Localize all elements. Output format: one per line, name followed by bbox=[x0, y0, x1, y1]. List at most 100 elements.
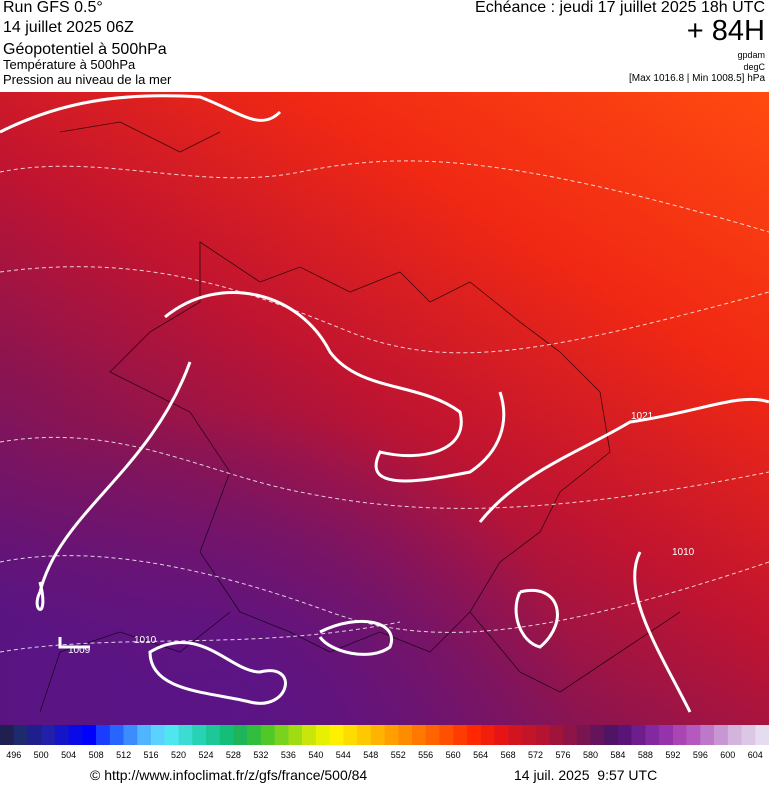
isobar-label: 1010 bbox=[134, 635, 157, 646]
color-swatch bbox=[398, 725, 413, 745]
source-url: © http://www.infoclimat.fr/z/gfs/france/… bbox=[90, 767, 368, 783]
subtitle: Pression au niveau de la mer bbox=[3, 72, 172, 87]
color-swatch bbox=[453, 725, 468, 745]
color-swatch bbox=[274, 725, 289, 745]
color-swatch bbox=[54, 725, 69, 745]
color-swatch bbox=[686, 725, 701, 745]
title: Géopotentiel à 500hPa bbox=[3, 41, 167, 58]
color-swatch bbox=[0, 725, 15, 745]
color-swatch bbox=[590, 725, 605, 745]
unit: degC bbox=[743, 62, 765, 72]
color-swatch bbox=[576, 725, 591, 745]
colorbar-label: 584 bbox=[610, 750, 625, 760]
color-swatch bbox=[617, 725, 632, 745]
colorbar-label: 580 bbox=[583, 750, 598, 760]
isotherms bbox=[0, 160, 769, 653]
colorbar-label: 568 bbox=[501, 750, 516, 760]
color-swatch bbox=[508, 725, 523, 745]
color-swatch bbox=[68, 725, 83, 745]
colorbar-label: 552 bbox=[391, 750, 406, 760]
isobar-labels: 1021 1010 1010 1009 bbox=[68, 411, 695, 656]
color-swatch bbox=[137, 725, 152, 745]
color-swatch bbox=[604, 725, 619, 745]
color-swatch bbox=[233, 725, 248, 745]
colorbar-label: 536 bbox=[281, 750, 296, 760]
isobars bbox=[0, 94, 769, 713]
color-swatch bbox=[425, 725, 440, 745]
run: Run GFS 0.5° bbox=[3, 0, 103, 16]
color-swatch bbox=[247, 725, 262, 745]
field bbox=[0, 92, 769, 725]
isobar-label: 1009 bbox=[68, 645, 91, 656]
colorbar-label: 512 bbox=[116, 750, 131, 760]
colorbar-label: 540 bbox=[308, 750, 323, 760]
color-swatch bbox=[151, 725, 166, 745]
isobar-label: 1021 bbox=[631, 411, 654, 422]
color-swatch bbox=[315, 725, 330, 745]
color-swatch bbox=[659, 725, 674, 745]
colorbar-label: 576 bbox=[556, 750, 571, 760]
color-swatch bbox=[343, 725, 358, 745]
color-swatch bbox=[755, 725, 769, 745]
colorbar-label: 560 bbox=[446, 750, 461, 760]
color-swatch bbox=[741, 725, 756, 745]
colorbar-label: 572 bbox=[528, 750, 543, 760]
color-swatch bbox=[178, 725, 193, 745]
color-swatch bbox=[645, 725, 660, 745]
colorbar-label: 528 bbox=[226, 750, 241, 760]
color-swatch bbox=[192, 725, 207, 745]
color-swatch bbox=[549, 725, 564, 745]
colorbar-label: 500 bbox=[34, 750, 49, 760]
timestamp: 14 juil. 2025 9:57 UTC bbox=[514, 767, 658, 783]
colorbar-label: 564 bbox=[473, 750, 488, 760]
color-swatch bbox=[164, 725, 179, 745]
colorbar-label: 516 bbox=[144, 750, 159, 760]
color-swatch bbox=[480, 725, 495, 745]
colorbar-label: 524 bbox=[198, 750, 213, 760]
colorbar-label: 532 bbox=[253, 750, 268, 760]
color-swatch bbox=[384, 725, 399, 745]
isobar-label: 1010 bbox=[672, 547, 695, 558]
color-swatch bbox=[329, 725, 344, 745]
echeance: Echéance : jeudi 17 juillet 2025 18h UTC bbox=[475, 0, 765, 16]
map: 1021 1010 1010 1009 bbox=[0, 92, 769, 725]
color-swatch bbox=[494, 725, 509, 745]
colorbar-label: 596 bbox=[693, 750, 708, 760]
colorbar-label: 588 bbox=[638, 750, 653, 760]
colorbar-label: 592 bbox=[665, 750, 680, 760]
color-swatch bbox=[13, 725, 28, 745]
colorbar-label: 604 bbox=[748, 750, 763, 760]
color-swatch bbox=[563, 725, 578, 745]
color-swatch bbox=[123, 725, 138, 745]
color-swatch bbox=[82, 725, 97, 745]
colorbar-label: 504 bbox=[61, 750, 76, 760]
color-swatch bbox=[672, 725, 687, 745]
colorbar: 496 500 504 508 512 516 520 524 528 532 536 540 544 5… bbox=[0, 725, 769, 760]
subtitle: Température à 500hPa bbox=[3, 57, 136, 72]
colorbar-label: 556 bbox=[418, 750, 433, 760]
colorbar-label: 544 bbox=[336, 750, 351, 760]
colorbar-label: 548 bbox=[363, 750, 378, 760]
color-swatch bbox=[41, 725, 56, 745]
color-swatch bbox=[357, 725, 372, 745]
color-swatch bbox=[439, 725, 454, 745]
color-swatch bbox=[700, 725, 715, 745]
unit: gpdam bbox=[737, 50, 765, 60]
color-swatch bbox=[521, 725, 536, 745]
color-swatch bbox=[714, 725, 729, 745]
color-swatch bbox=[288, 725, 303, 745]
color-swatch bbox=[727, 725, 742, 745]
color-swatch bbox=[535, 725, 550, 745]
color-swatch bbox=[302, 725, 317, 745]
color-swatch bbox=[96, 725, 111, 745]
color-swatch bbox=[219, 725, 234, 745]
color-swatch bbox=[466, 725, 481, 745]
colorbar-label: 508 bbox=[89, 750, 104, 760]
color-swatch bbox=[260, 725, 275, 745]
color-swatch bbox=[631, 725, 646, 745]
color-swatch bbox=[411, 725, 426, 745]
colorbar-label: 496 bbox=[6, 750, 21, 760]
range: [Max 1016.8 | Min 1008.5] hPa bbox=[628, 73, 765, 84]
run-date: 14 juillet 2025 06Z bbox=[3, 19, 134, 36]
